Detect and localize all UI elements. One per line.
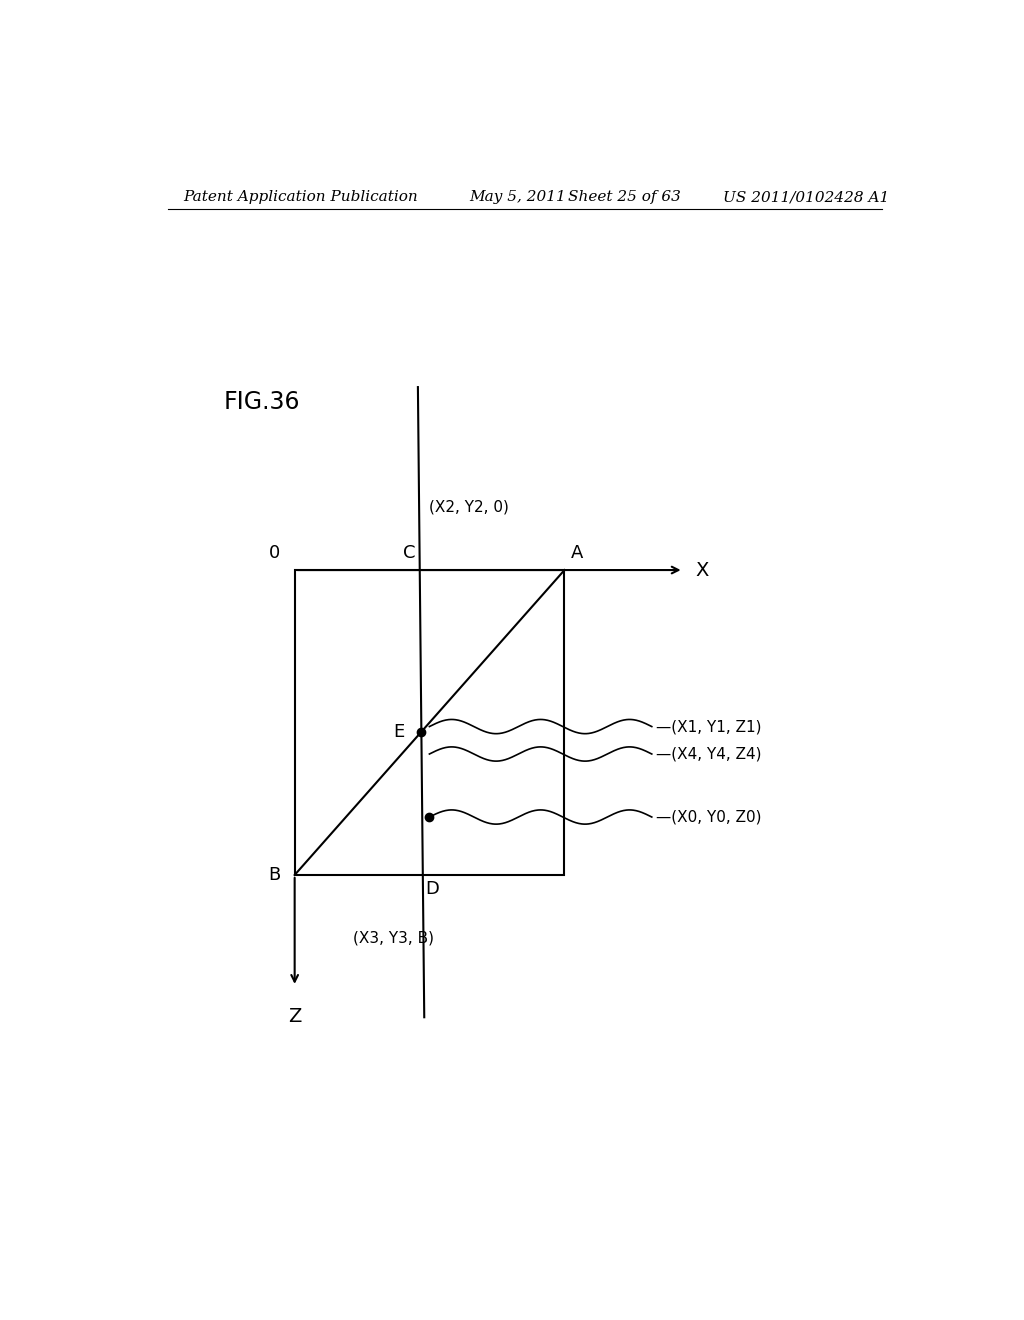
Text: D: D [425,880,439,898]
Text: US 2011/0102428 A1: US 2011/0102428 A1 [723,190,890,205]
Text: —(X1, Y1, Z1): —(X1, Y1, Z1) [655,719,761,734]
Text: Patent Application Publication: Patent Application Publication [183,190,418,205]
Text: E: E [393,722,404,741]
Text: C: C [402,544,415,562]
Text: B: B [268,866,281,884]
Text: 0: 0 [269,544,281,562]
Text: X: X [695,561,709,579]
Text: FIG.36: FIG.36 [223,391,300,414]
Bar [295,570,564,875]
Text: Sheet 25 of 63: Sheet 25 of 63 [568,190,681,205]
Text: May 5, 2011: May 5, 2011 [469,190,566,205]
Text: A: A [570,544,584,562]
Text: —(X4, Y4, Z4): —(X4, Y4, Z4) [655,747,761,762]
Text: (X2, Y2, 0): (X2, Y2, 0) [429,499,509,515]
Text: —(X0, Y0, Z0): —(X0, Y0, Z0) [655,809,761,825]
Text: (X3, Y3, B): (X3, Y3, B) [353,931,434,946]
Text: Z: Z [288,1007,301,1026]
